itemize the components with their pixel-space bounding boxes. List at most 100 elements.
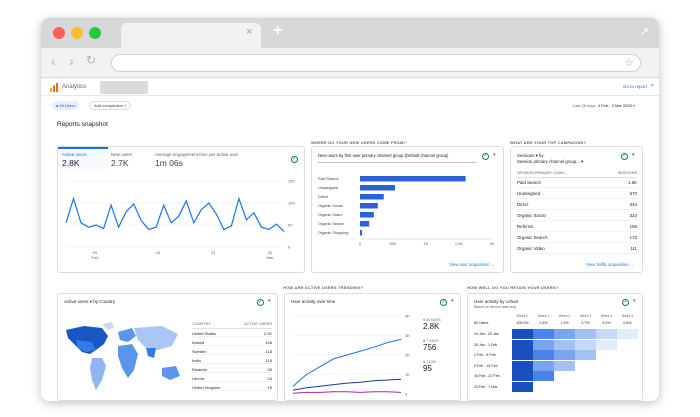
cohort-cell[interactable] [512,329,533,339]
cohort-cell[interactable] [554,339,575,350]
activity-legend-item: ● 30 DAYS 2.8K [423,318,459,331]
country-row[interactable]: United States 2.1K [192,331,272,337]
view-user-acquisition-label: View user acquisition [449,262,490,267]
cohort-cell[interactable] [533,329,554,339]
country-users: 145 [265,340,272,345]
cohort-cell[interactable] [554,360,575,371]
cohort-cell[interactable] [617,329,638,339]
cohort-cell[interactable] [512,350,533,360]
cohort-cell[interactable] [596,329,617,339]
country-row[interactable]: Sweden 118 [192,349,272,355]
cohort-cell[interactable] [512,371,533,381]
active-users-label: Active users [62,152,87,157]
cohort-cell[interactable] [533,371,554,381]
cohort-cell[interactable] [596,339,617,350]
dropdown-caret-icon[interactable]: ▾ [451,298,454,304]
cohort-cell[interactable] [512,381,533,392]
campaign-row[interactable]: Organic Search 173 [517,235,637,243]
dropdown-caret-icon[interactable]: ▾ [632,152,635,158]
section-label-where: WHERE DO YOUR NEW USERS COME FROM? [311,140,407,145]
country-users: 115 [265,358,272,363]
tab-close-icon[interactable]: × [246,26,253,38]
kpi-y-tick: 100 [288,201,295,206]
cohort-cell[interactable] [512,360,533,371]
activity-legend-value: 95 [423,364,432,373]
country-row[interactable]: India 115 [192,358,272,364]
acquisition-chart-title[interactable]: New users by first user primary channel … [318,153,476,163]
new-users-label[interactable]: New users [111,152,133,157]
bookmark-star-icon[interactable]: ☆ [624,57,634,69]
campaign-row[interactable]: Direct 344 [517,202,637,210]
activity-y-tick: 4K [405,314,410,319]
plus-icon: + [124,103,127,108]
active-users-tab[interactable] [58,147,108,169]
add-comparison-label: Add comparison [94,103,123,108]
campaign-name: Organic Search [517,235,548,240]
cohort-cell[interactable] [533,339,554,350]
campaigns-table: Paid Search 1.6K Unassigned 670 Direct 344 Org… [517,180,637,260]
new-tab-icon[interactable]: + [273,22,283,39]
kpi-y-tick: 150 [288,179,295,184]
activity-legend-label: 30 DAYS [426,318,441,322]
view-user-acquisition-link[interactable]: View user acquisition → [449,262,495,267]
country-col1: COUNTRY [192,322,211,326]
dropdown-caret-icon[interactable]: ▾ [633,298,636,304]
country-row[interactable]: Ireland 145 [192,340,272,346]
go-to-report-link[interactable]: Go to report [622,84,647,89]
campaign-row[interactable]: Unassigned 670 [517,191,637,199]
dropdown-caret-icon[interactable]: ▾ [268,298,271,304]
campaign-sessions: 324 [629,213,637,218]
cohort-cell[interactable] [512,339,533,350]
view-traffic-acquisition-link[interactable]: View traffic acquisition → [586,262,634,267]
browser-tab[interactable] [121,23,261,48]
country-row[interactable]: Rwanda 25 [192,367,272,373]
all-users-chip[interactable]: ● All Users [52,101,80,110]
country-title[interactable]: Active users ▾ by Country [64,299,116,304]
campaigns-card: Sessions ▾ by Session primary channel gr… [510,146,643,273]
activity-line [292,378,402,391]
country-users: 19 [267,385,272,390]
cohort-cell[interactable] [575,329,596,339]
account-selector[interactable] [100,81,148,94]
cohort-row-label: 9 Feb - 15 Feb [474,363,498,368]
campaign-row[interactable]: Organic Social 324 [517,213,637,221]
maximize-window-button[interactable] [89,27,101,39]
country-row[interactable]: United Kingdom 19 [192,385,272,391]
check-status-icon: ✓ [440,299,447,306]
address-bar[interactable]: ☆ [111,54,641,72]
activity-legend-value: 2.8K [423,322,440,331]
cohort-cell[interactable] [554,350,575,360]
close-window-button[interactable] [53,27,65,39]
cohort-cell[interactable] [554,329,575,339]
add-comparison-button[interactable]: Add comparison + [89,101,132,110]
acq-x-tick: 2K [490,241,495,246]
campaigns-subtitle[interactable]: Session primary channel group... ▾ [517,159,584,164]
campaign-row[interactable]: Organic Video 111 [517,246,637,254]
forward-icon[interactable]: › [69,53,74,69]
cohort-week-header: Week 1 [537,314,550,318]
dropdown-caret-icon[interactable]: ▾ [493,152,496,158]
engagement-value: 1m 06s [155,158,183,168]
reload-icon[interactable]: ↻ [86,53,97,67]
cohort-row-label: 23 Feb - 1 Mar [474,384,498,389]
country-name: India [192,358,201,363]
campaign-name: Referral [517,224,533,229]
cohort-cell[interactable] [575,339,596,350]
engagement-label[interactable]: Average engagement time per active user [155,152,239,157]
back-icon[interactable]: ‹ [51,53,56,69]
cohort-cell[interactable] [533,360,554,371]
cohort-cell[interactable] [575,350,596,360]
resize-icon[interactable]: ↗ [639,26,649,38]
campaigns-title[interactable]: Sessions ▾ by [517,153,544,158]
cohort-cell[interactable] [533,350,554,360]
check-status-icon: ✓ [291,156,298,163]
date-range-picker[interactable]: Last 28 days 4 Feb - 3 Mar 2025 ▾ [572,103,635,108]
minimize-window-button[interactable] [71,27,83,39]
campaign-row[interactable]: Paid Search 1.6K [517,180,637,188]
campaign-row[interactable]: Referral 155 [517,224,637,232]
activity-title: User activity over time [291,299,336,304]
campaign-sessions: 670 [629,191,637,196]
country-row[interactable]: Liberia 24 [192,376,272,382]
acq-bar [360,221,370,227]
